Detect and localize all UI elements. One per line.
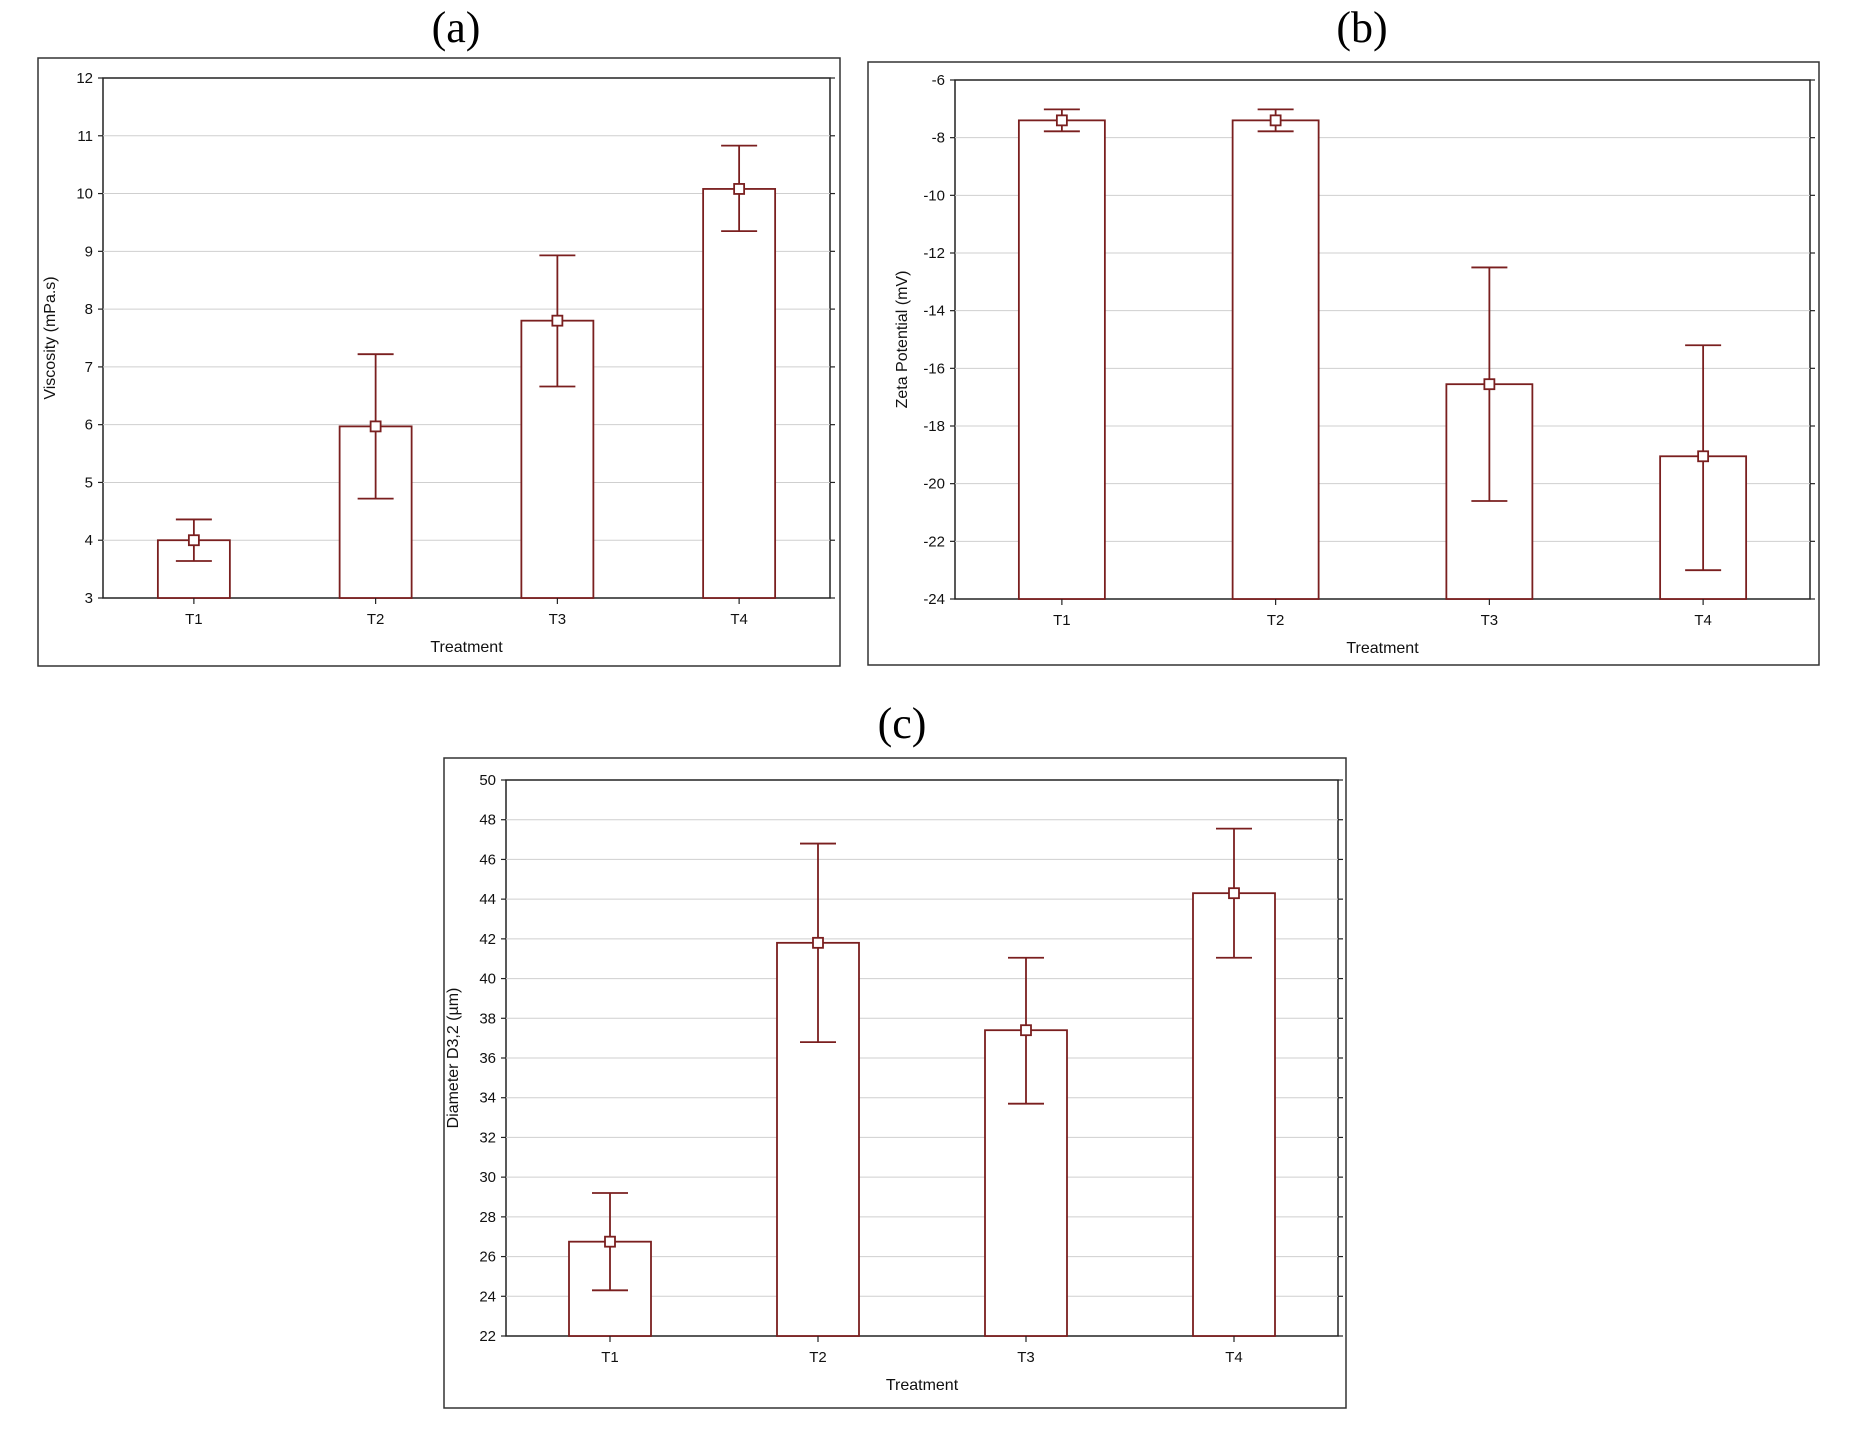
bar-t4: [702, 188, 777, 599]
y-tick-label: 40: [479, 971, 496, 988]
y-tick-label: 24: [479, 1288, 496, 1305]
x-tick-label: T1: [1053, 612, 1071, 629]
y-tick-label: -6: [932, 72, 945, 89]
chart-zeta-potential: -24 -22 -20 -18 -16 -14 -12 -10 -8 -6 T1 T2 T3 T4 Trea…: [867, 61, 1820, 666]
mean-marker-t1: [1055, 114, 1068, 127]
y-tick-label: 30: [479, 1169, 496, 1186]
x-tick-label: T1: [601, 1349, 619, 1366]
y-tick-label: 8: [85, 301, 93, 318]
chart-diameter: 22 24 26 28 30 32 34 36 38 40 42 44 46 48 50 T1 T2 T3 T4 Tr…: [443, 757, 1347, 1409]
y-tick-label: 22: [479, 1328, 496, 1345]
y-tick-label: 3: [85, 590, 93, 607]
y-tick-label: 12: [76, 70, 93, 87]
x-tick-label: T4: [1694, 612, 1712, 629]
panel-label-c: (c): [877, 699, 927, 748]
mean-marker-t4: [733, 183, 746, 195]
y-tick-label: 28: [479, 1209, 496, 1226]
y-tick-label: 7: [85, 359, 93, 376]
y-tick-label: -12: [923, 245, 945, 262]
x-axis-label: Treatment: [430, 639, 503, 656]
mean-marker-t1: [604, 1235, 616, 1248]
bar-t2: [1231, 119, 1320, 600]
x-tick-label: T2: [809, 1349, 827, 1366]
y-tick-label: -10: [923, 187, 945, 204]
x-tick-label: T3: [1017, 1349, 1035, 1366]
y-tick-label: -16: [923, 360, 945, 377]
y-tick-label: 50: [479, 772, 496, 789]
y-tick-label: 11: [77, 128, 93, 145]
y-axis-label: Diameter D3,2 (µm): [445, 988, 462, 1129]
y-tick-label: 34: [479, 1090, 496, 1107]
y-tick-label: 38: [479, 1010, 496, 1027]
y-tick-label: -14: [923, 303, 945, 320]
y-tick-label: 5: [85, 474, 93, 491]
y-tick-label: 32: [479, 1129, 496, 1146]
bar-t1: [1017, 119, 1106, 600]
mean-marker-t4: [1228, 887, 1240, 900]
y-tick-label: 9: [85, 243, 93, 260]
y-tick-label: -22: [923, 533, 945, 550]
x-axis-label: Treatment: [886, 1377, 959, 1394]
y-tick-label: 4: [85, 532, 93, 549]
x-tick-label: T3: [549, 611, 567, 628]
y-tick-label: 42: [479, 931, 496, 948]
mean-marker-t2: [369, 420, 382, 433]
panel-label-b: (b): [1336, 3, 1388, 52]
y-tick-label: 36: [479, 1050, 496, 1067]
x-axis-label: Treatment: [1346, 640, 1419, 657]
y-tick-label: -18: [923, 418, 945, 435]
y-tick-label: -8: [932, 130, 945, 147]
y-tick-label: -24: [923, 591, 945, 608]
y-tick-label: -20: [923, 476, 945, 493]
y-tick-label: 26: [479, 1249, 496, 1266]
mean-marker-t1: [187, 534, 200, 547]
x-tick-label: T2: [367, 611, 385, 628]
mean-marker-t2: [812, 936, 824, 949]
mean-marker-t3: [1020, 1024, 1032, 1037]
x-tick-label: T4: [730, 611, 748, 628]
y-tick-label: 46: [479, 851, 496, 868]
chart-viscosity: 3 4 5 6 7 8 9 10 11 12 T1 T2 T3 T4 Treatment Viscosity …: [37, 57, 841, 667]
y-tick-label: 10: [76, 186, 93, 203]
y-axis-label: Viscosity (mPa.s): [42, 276, 59, 399]
x-tick-label: T3: [1481, 612, 1499, 629]
mean-marker-t2: [1269, 114, 1282, 127]
x-tick-label: T1: [185, 611, 203, 628]
panel-label-a: (a): [431, 3, 481, 52]
y-axis-label: Zeta Potential (mV): [894, 271, 911, 409]
mean-marker-t4: [1697, 450, 1710, 463]
x-tick-label: T2: [1267, 612, 1285, 629]
y-tick-label: 44: [479, 891, 496, 908]
mean-marker-t3: [551, 314, 564, 327]
y-tick-label: 48: [479, 812, 496, 829]
x-tick-label: T4: [1225, 1349, 1243, 1366]
y-tick-label: 6: [85, 417, 93, 434]
bar-t4: [1192, 892, 1276, 1337]
mean-marker-t3: [1483, 378, 1496, 391]
